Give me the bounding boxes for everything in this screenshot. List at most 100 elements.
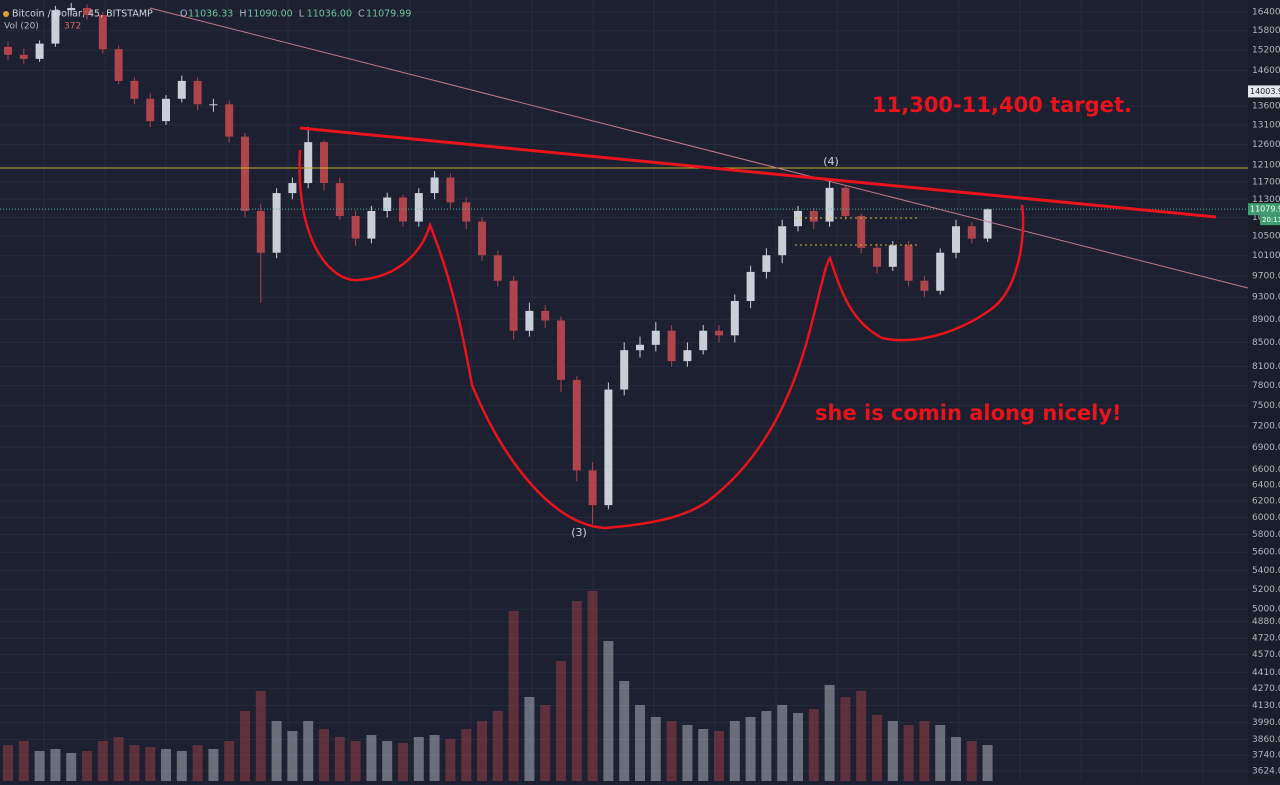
candle-body [952, 226, 960, 253]
volume-bar [887, 721, 898, 781]
volume-bar [129, 745, 140, 781]
wave-label: (3) [571, 526, 587, 539]
candle-body [288, 183, 297, 194]
countdown-box [1260, 215, 1280, 226]
volume-bar [808, 709, 819, 781]
candle-body [351, 216, 360, 239]
candle-body [525, 310, 534, 331]
volume-bar [334, 737, 345, 781]
volume-bar [508, 611, 519, 781]
y-tick-label: 6200.00 [1252, 497, 1280, 507]
volume-bar [761, 711, 772, 781]
marker-price-box [1248, 85, 1280, 98]
candle-body [19, 54, 28, 59]
marker-price-label: 14003.90 [1250, 87, 1280, 96]
candle-body [588, 470, 597, 506]
candle-body [114, 49, 123, 81]
y-tick-label: 5600.00 [1252, 548, 1280, 558]
candle-body [51, 10, 60, 44]
volume-bar [635, 705, 645, 781]
y-tick-label: 4880.00 [1252, 617, 1280, 627]
thin-trendline [149, 7, 1249, 289]
volume-bar [840, 697, 851, 781]
candle-body [715, 330, 723, 336]
pattern-curve [298, 149, 1025, 530]
candle-body [651, 330, 660, 345]
symbol: Bitcoin / Dollar, 45, BITSTAMP [12, 9, 153, 20]
candle-body [699, 330, 708, 351]
candle-body [383, 197, 392, 211]
candle-body [888, 245, 897, 267]
candle-body [335, 183, 344, 217]
annotation: 11,300-11,400 target. [872, 93, 1132, 117]
y-tick-label: 6600.00 [1252, 465, 1280, 475]
y-tick-label: 12600.00 [1252, 140, 1280, 150]
y-tick-label: 11700.00 [1252, 177, 1280, 187]
y-tick-label: 7500.00 [1252, 401, 1280, 411]
volume-bar [255, 691, 266, 781]
volume-bar [951, 737, 961, 781]
candle-body [430, 177, 439, 194]
volume-bar [935, 725, 946, 781]
volume-bar [176, 751, 187, 781]
candle-body [762, 255, 771, 272]
y-tick-label: 5000.00 [1252, 605, 1280, 615]
candle-body [225, 104, 234, 137]
volume-bar [745, 717, 756, 781]
volume-bar [587, 591, 598, 781]
y-tick-label: 4720.00 [1252, 634, 1280, 644]
y-tick-label: 5200.00 [1252, 585, 1280, 595]
y-tick-label: 16400.00 [1252, 7, 1280, 17]
candle-body [446, 177, 455, 203]
volume-bar [966, 741, 977, 781]
candle-body [462, 202, 471, 222]
y-tick-label: 4410.00 [1252, 668, 1280, 678]
volume-bar [856, 691, 867, 781]
candle-body [541, 310, 550, 321]
y-tick-label: 4570.00 [1252, 650, 1280, 660]
y-tick-label: 7200.00 [1252, 421, 1280, 431]
ohlc-value: 11036.00 [307, 9, 352, 20]
vertical-grid [43, 0, 1204, 781]
volume-bar [698, 729, 709, 781]
candle-body [256, 210, 265, 253]
volume-bar [398, 743, 408, 781]
volume-bar [714, 731, 724, 781]
candle-body [4, 46, 12, 55]
volume-bar [208, 749, 219, 781]
volume-bar [619, 681, 630, 781]
last-price-box [1248, 203, 1280, 216]
volume-bar [50, 749, 61, 781]
candle-body [809, 210, 818, 222]
y-tick-label: 7800.00 [1252, 381, 1280, 391]
candle-body [241, 136, 249, 211]
candle-body [730, 301, 739, 336]
volume-bar [729, 721, 740, 781]
y-tick-label: 4270.00 [1252, 684, 1280, 694]
volume-bar [666, 721, 677, 781]
legend: Bitcoin / Dollar, 45, BITSTAMP Vol (20) … [3, 9, 153, 32]
volume-bar [445, 739, 456, 781]
y-tick-label: 6000.00 [1252, 513, 1280, 523]
price-axis [1248, 0, 1280, 781]
candle-body [604, 389, 613, 506]
countdown: 20:11 [1262, 216, 1280, 224]
candle-body [146, 98, 155, 122]
candle-body [557, 320, 565, 380]
volume-bar [3, 745, 13, 781]
candle-body [683, 350, 692, 362]
y-tick-label: 9700.00 [1252, 272, 1280, 282]
candle-body [304, 142, 313, 184]
candle-body [636, 344, 644, 351]
candle-body [67, 8, 76, 11]
volume-bar [982, 745, 993, 781]
volume-bar [97, 741, 108, 781]
candle-body [162, 98, 170, 122]
volume-bar [793, 713, 803, 781]
y-tick-label: 9300.00 [1252, 293, 1280, 303]
ohlc-key: O [180, 9, 187, 20]
candle-body [414, 193, 423, 222]
volume-bar [287, 731, 298, 781]
candle-body [98, 15, 107, 50]
